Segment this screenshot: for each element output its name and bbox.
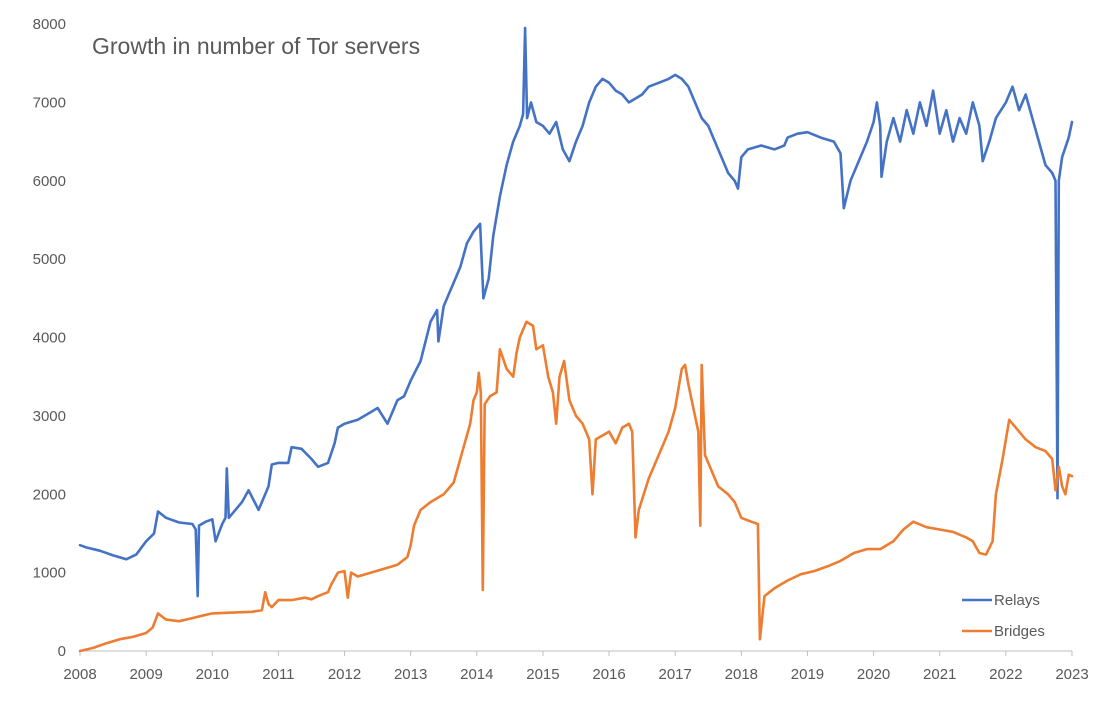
y-tick-label: 6000 [33,173,66,190]
chart-title: Growth in number of Tor servers [92,33,420,59]
x-tick-label: 2021 [923,666,956,683]
y-tick-label: 7000 [33,94,66,111]
y-tick-label: 0 [58,643,66,660]
x-tick-label: 2013 [394,666,427,683]
x-tick-label: 2019 [791,666,824,683]
series-layer [78,26,1074,653]
y-tick-label: 5000 [33,251,66,268]
x-tick-label: 2016 [592,666,625,683]
y-tick-label: 4000 [33,330,66,347]
y-axis: 0 1000 2000 3000 4000 5000 6000 7000 8000 [33,16,66,660]
x-tick-label: 2012 [328,666,361,683]
y-tick-label: 3000 [33,408,66,425]
x-tick-label: 2008 [63,666,96,683]
x-tick-label: 2020 [857,666,890,683]
series-line-relays [78,26,1074,598]
x-axis: 2008 2009 2010 2011 2012 2013 2014 2015 2016 2017… [63,650,1089,683]
x-tick-label: 2023 [1055,666,1088,683]
y-tick-label: 2000 [33,486,66,503]
x-tick-label: 2018 [725,666,758,683]
x-tick-label: 2011 [262,666,294,683]
x-tick-label: 2010 [196,666,229,683]
legend: Relays Bridges [962,592,1045,640]
x-tick-label: 2017 [659,666,692,683]
legend-label-bridges: Bridges [994,623,1045,640]
legend-label-relays: Relays [994,592,1040,609]
y-tick-label: 8000 [33,16,66,33]
x-tick-label: 2009 [129,666,162,683]
x-tick-label: 2015 [526,666,559,683]
y-tick-label: 1000 [33,565,66,582]
series-line-bridges [78,320,1074,653]
x-tick-label: 2014 [460,666,493,683]
x-tick-label: 2022 [989,666,1022,683]
